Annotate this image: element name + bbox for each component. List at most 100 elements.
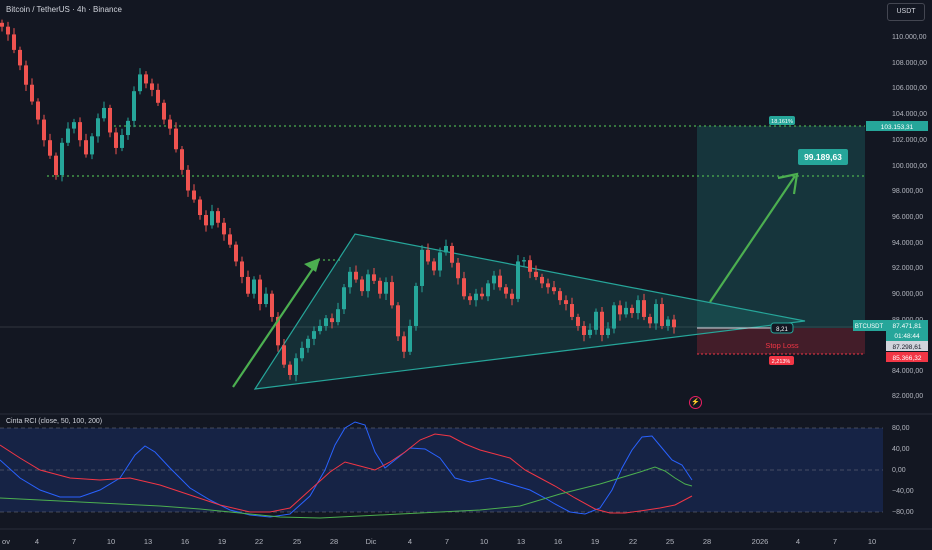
candle-body[interactable] [672, 319, 676, 328]
candle-body[interactable] [114, 132, 118, 148]
candle-body[interactable] [492, 275, 496, 284]
candle-body[interactable] [450, 245, 454, 263]
candle-body[interactable] [576, 316, 580, 326]
candle-body[interactable] [522, 260, 526, 262]
triangle-pattern[interactable] [253, 233, 806, 390]
candle-body[interactable] [192, 190, 196, 200]
candle-body[interactable] [144, 74, 148, 84]
candle-body[interactable] [558, 291, 562, 301]
candle-body[interactable] [162, 102, 166, 120]
target-price-label[interactable] [798, 149, 848, 165]
candle-body[interactable] [642, 300, 646, 317]
candle-body[interactable] [564, 300, 568, 305]
candle-body[interactable] [468, 296, 472, 301]
candle-body[interactable] [516, 261, 520, 299]
candle-body[interactable] [396, 305, 400, 337]
candle-body[interactable] [282, 345, 286, 365]
candle-body[interactable] [108, 107, 112, 133]
candle-body[interactable] [582, 325, 586, 335]
candle-body[interactable] [84, 140, 88, 155]
candle-body[interactable] [324, 318, 328, 326]
candle-body[interactable] [360, 279, 364, 292]
candle-body[interactable] [186, 169, 190, 191]
candle-body[interactable] [330, 318, 334, 323]
candle-body[interactable] [420, 249, 424, 286]
candle-body[interactable] [600, 311, 604, 335]
candle-body[interactable] [258, 279, 262, 305]
candle-body[interactable] [48, 140, 52, 156]
candle-body[interactable] [312, 331, 316, 339]
candle-body[interactable] [342, 287, 346, 310]
candle-body[interactable] [306, 338, 310, 348]
candle-body[interactable] [654, 304, 658, 324]
candle-body[interactable] [402, 336, 406, 352]
candle-body[interactable] [462, 278, 466, 297]
percent-gain-tag[interactable] [769, 116, 795, 125]
rci-axis[interactable]: 80,00 40,00 0,00 −40,00 −80,00 [892, 425, 914, 516]
candle-body[interactable] [120, 135, 124, 148]
candle-body[interactable] [276, 316, 280, 346]
candle-body[interactable] [6, 26, 10, 35]
candle-body[interactable] [216, 211, 220, 223]
candle-body[interactable] [174, 128, 178, 150]
candle-body[interactable] [246, 276, 250, 294]
candle-body[interactable] [354, 271, 358, 280]
candle-body[interactable] [180, 149, 184, 170]
currency-button[interactable]: USDT [887, 3, 925, 21]
candle-body[interactable] [546, 283, 550, 288]
candle-body[interactable] [606, 328, 610, 335]
candle-body[interactable] [240, 261, 244, 277]
candle-body[interactable] [480, 293, 484, 297]
candle-body[interactable] [444, 245, 448, 253]
candle-body[interactable] [666, 319, 670, 326]
candle-body[interactable] [474, 293, 478, 301]
rci-indicator-title[interactable]: Cinta RCI (close, 50, 100, 200) [6, 418, 103, 425]
candle-body[interactable] [270, 293, 274, 317]
candle-body[interactable] [150, 83, 154, 90]
candle-body[interactable] [78, 122, 82, 141]
candle-body[interactable] [618, 305, 622, 315]
candle-body[interactable] [264, 293, 268, 305]
candle-body[interactable] [126, 120, 130, 136]
candle-body[interactable] [228, 234, 232, 245]
candle-body[interactable] [438, 252, 442, 271]
candle-body[interactable] [132, 91, 136, 121]
candle-body[interactable] [432, 261, 436, 271]
candle-body[interactable] [366, 274, 370, 292]
rci-pane[interactable]: 80,00 40,00 0,00 −40,00 −80,00 [0, 421, 914, 519]
candle-body[interactable] [510, 293, 514, 299]
candle-body[interactable] [12, 34, 16, 50]
candle-body[interactable] [456, 262, 460, 279]
candle-body[interactable] [648, 316, 652, 324]
candle-body[interactable] [42, 119, 46, 141]
candle-body[interactable] [414, 285, 418, 326]
candle-body[interactable] [534, 271, 538, 277]
candle-body[interactable] [234, 244, 238, 262]
candle-body[interactable] [36, 101, 40, 120]
time-axis[interactable]: ov 4 7 10 13 16 19 22 25 28 Dic 4 7 10 13 16 19 22 25 28 202… [2, 537, 876, 546]
chart-title[interactable]: Bitcoin / TetherUS · 4h · Binance [6, 5, 122, 14]
candle-body[interactable] [18, 49, 22, 66]
candle-body[interactable] [138, 74, 142, 92]
candle-body[interactable] [66, 128, 70, 143]
candle-body[interactable] [504, 287, 508, 294]
candle-body[interactable] [168, 119, 172, 129]
small-info-tag[interactable] [770, 322, 794, 334]
candle-body[interactable] [54, 155, 58, 176]
candle-body[interactable] [378, 280, 382, 294]
impulse-arrow[interactable] [232, 260, 319, 388]
candle-body[interactable] [156, 89, 160, 103]
candle-body[interactable] [624, 307, 628, 315]
candle-body[interactable] [294, 358, 298, 375]
candle-body[interactable] [372, 274, 376, 281]
candle-body[interactable] [384, 282, 388, 294]
candle-body[interactable] [426, 249, 430, 262]
candle-body[interactable] [96, 118, 100, 137]
candle-body[interactable] [390, 282, 394, 306]
candle-body[interactable] [636, 300, 640, 314]
candle-body[interactable] [336, 309, 340, 323]
candle-body[interactable] [408, 325, 412, 352]
candle-body[interactable] [552, 287, 556, 292]
stop-pct-tag[interactable] [769, 356, 794, 365]
